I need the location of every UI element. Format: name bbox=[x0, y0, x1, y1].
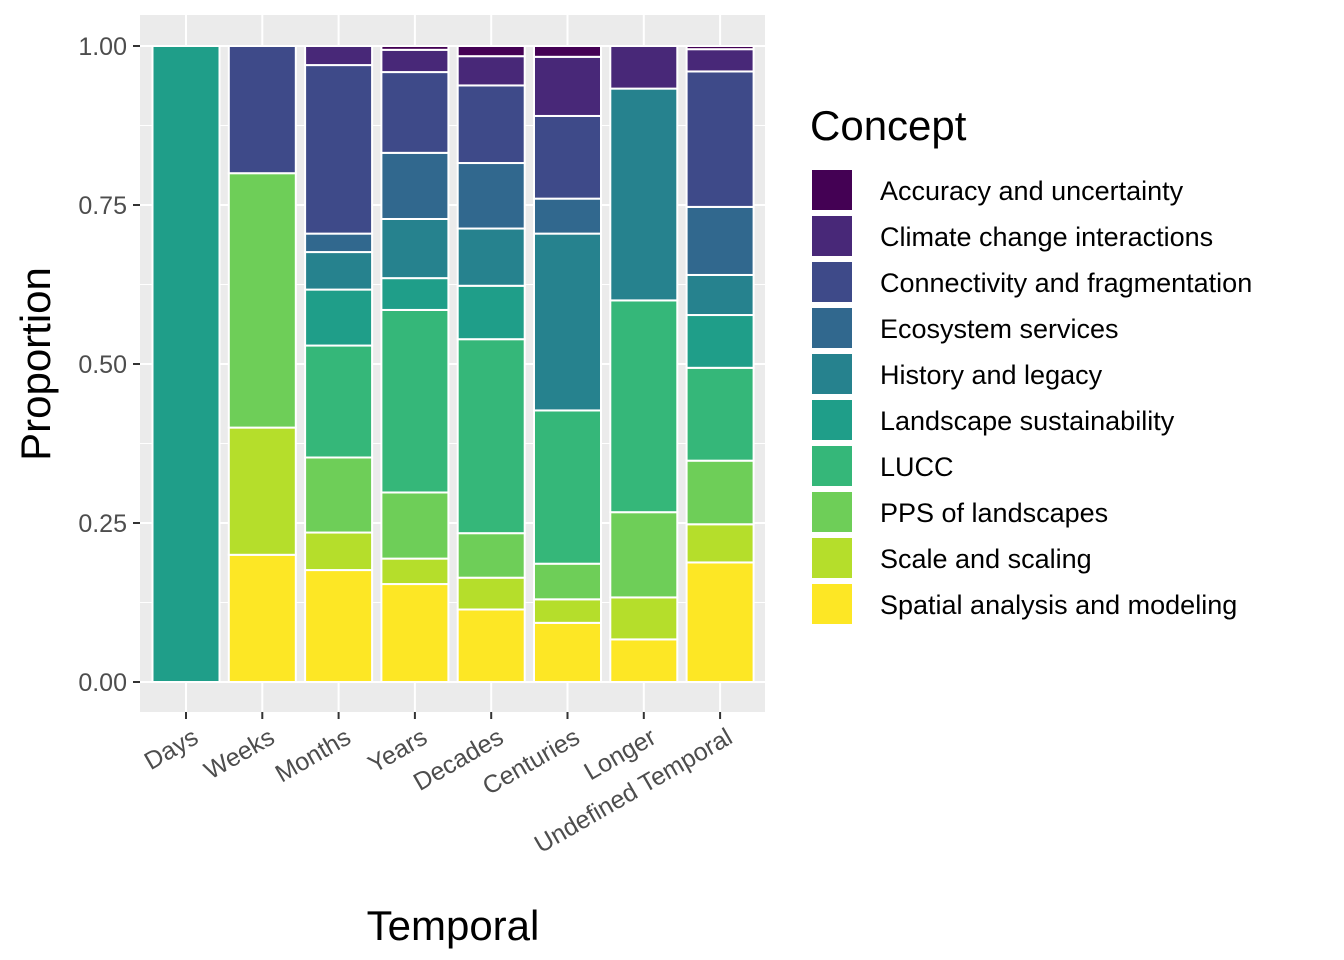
legend-swatch bbox=[812, 262, 852, 302]
bar-segment bbox=[380, 48, 450, 74]
legend-swatch bbox=[812, 538, 852, 578]
legend-label: Spatial analysis and modeling bbox=[880, 590, 1237, 620]
bar-segment bbox=[533, 55, 602, 117]
bar-segment bbox=[685, 523, 755, 564]
bar-segment bbox=[380, 491, 450, 560]
legend-label: Scale and scaling bbox=[880, 544, 1092, 574]
y-tick-label: 0.75 bbox=[78, 192, 127, 220]
legend-label: History and legacy bbox=[880, 360, 1103, 390]
legend-swatch bbox=[812, 400, 852, 440]
bar-segment bbox=[685, 273, 755, 317]
bar-segment bbox=[609, 299, 679, 514]
bar-segment bbox=[533, 621, 602, 683]
legend-swatch bbox=[812, 354, 852, 394]
bar-segment bbox=[456, 576, 526, 611]
legend-title: Concept bbox=[810, 102, 967, 149]
bar-segment bbox=[151, 45, 221, 683]
bar-segment bbox=[456, 45, 526, 58]
bar-segment bbox=[533, 197, 602, 235]
bar-segment bbox=[456, 162, 526, 230]
bar-segment bbox=[456, 227, 526, 287]
legend-label: PPS of landscapes bbox=[880, 498, 1108, 528]
legend-label: Accuracy and uncertainty bbox=[880, 176, 1184, 206]
bar-segment bbox=[227, 553, 297, 683]
legend-swatch bbox=[812, 492, 852, 532]
bar-segment bbox=[609, 45, 679, 90]
y-tick-label: 0.50 bbox=[78, 351, 127, 379]
bar-segment bbox=[304, 569, 374, 684]
legend-swatch bbox=[812, 584, 852, 624]
bar-segment bbox=[227, 426, 297, 556]
legend-label: Climate change interactions bbox=[880, 222, 1213, 252]
x-tick-label: Weeks bbox=[200, 723, 280, 785]
bar-segment bbox=[533, 409, 602, 565]
x-axis-title: Temporal bbox=[367, 902, 540, 949]
bar-segment bbox=[304, 45, 374, 67]
bar-segment bbox=[380, 308, 450, 494]
bar-segment bbox=[304, 456, 374, 534]
bar-segment bbox=[380, 277, 450, 311]
bar-segment bbox=[380, 217, 450, 280]
bar-segment bbox=[380, 151, 450, 220]
bar-segment bbox=[304, 344, 374, 459]
bar-segment bbox=[380, 557, 450, 586]
bar-segment bbox=[533, 232, 602, 412]
bar-segment bbox=[380, 71, 450, 154]
bar-segment bbox=[456, 284, 526, 341]
legend-swatch bbox=[812, 446, 852, 486]
legend: Concept Accuracy and uncertainty Climate … bbox=[810, 102, 1252, 624]
bar-segment bbox=[533, 45, 602, 58]
bar-segment bbox=[227, 172, 297, 429]
x-tick-label: Days bbox=[140, 723, 203, 776]
legend-label: Ecosystem services bbox=[880, 314, 1119, 344]
bar-segment bbox=[304, 251, 374, 291]
x-tick-label: Months bbox=[271, 723, 356, 788]
bar-segment bbox=[304, 288, 374, 347]
y-tick-label: 1.00 bbox=[78, 33, 127, 61]
legend-label: Connectivity and fragmentation bbox=[880, 268, 1252, 298]
legend-label: Landscape sustainability bbox=[880, 406, 1175, 436]
bar-segment bbox=[685, 48, 755, 73]
y-axis-title: Proportion bbox=[12, 267, 59, 461]
bar-segment bbox=[609, 87, 679, 302]
bar-segment bbox=[304, 64, 374, 235]
bar-segment bbox=[380, 45, 450, 51]
legend-swatch bbox=[812, 308, 852, 348]
bar-segment bbox=[456, 55, 526, 87]
bars bbox=[151, 45, 755, 684]
y-tick-label: 0.25 bbox=[78, 510, 127, 538]
bar-segment bbox=[456, 608, 526, 683]
bar-segment bbox=[685, 45, 755, 51]
bar-segment bbox=[685, 205, 755, 276]
bar-segment bbox=[533, 114, 602, 200]
legend-swatch bbox=[812, 216, 852, 256]
bar-segment bbox=[685, 366, 755, 462]
bar-segment bbox=[304, 531, 374, 572]
bar-segment bbox=[380, 583, 450, 684]
bar-segment bbox=[304, 232, 374, 254]
bar-segment bbox=[609, 511, 679, 599]
bar-segment bbox=[685, 459, 755, 526]
bar-segment bbox=[685, 70, 755, 208]
bar-segment bbox=[609, 596, 679, 641]
bar-segment bbox=[456, 84, 526, 165]
bar-segment bbox=[533, 562, 602, 601]
bar-segment bbox=[685, 314, 755, 369]
bar-segment bbox=[456, 532, 526, 579]
bar-segment bbox=[227, 45, 297, 175]
y-tick-label: 0.00 bbox=[78, 669, 127, 697]
bar-segment bbox=[533, 598, 602, 624]
legend-label: LUCC bbox=[880, 452, 954, 482]
bar-segment bbox=[456, 338, 526, 535]
bar-segment bbox=[609, 638, 679, 683]
bar-segment bbox=[685, 561, 755, 684]
legend-swatch bbox=[812, 170, 852, 210]
y-axis: 0.00 0.25 0.50 0.75 1.00 bbox=[78, 33, 140, 697]
